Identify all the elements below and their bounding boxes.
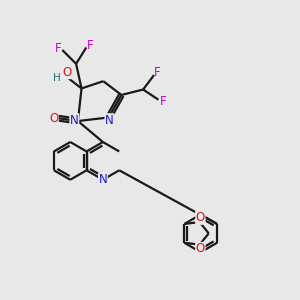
Text: N: N (98, 173, 107, 186)
Text: F: F (159, 95, 166, 108)
Text: N: N (70, 114, 79, 127)
Text: H: H (53, 73, 61, 82)
Text: O: O (196, 242, 205, 256)
Text: F: F (154, 66, 161, 79)
Text: N: N (105, 114, 114, 127)
Text: F: F (87, 39, 94, 52)
Text: O: O (62, 66, 72, 79)
Text: F: F (55, 42, 61, 55)
Text: O: O (196, 211, 205, 224)
Text: O: O (49, 112, 58, 125)
